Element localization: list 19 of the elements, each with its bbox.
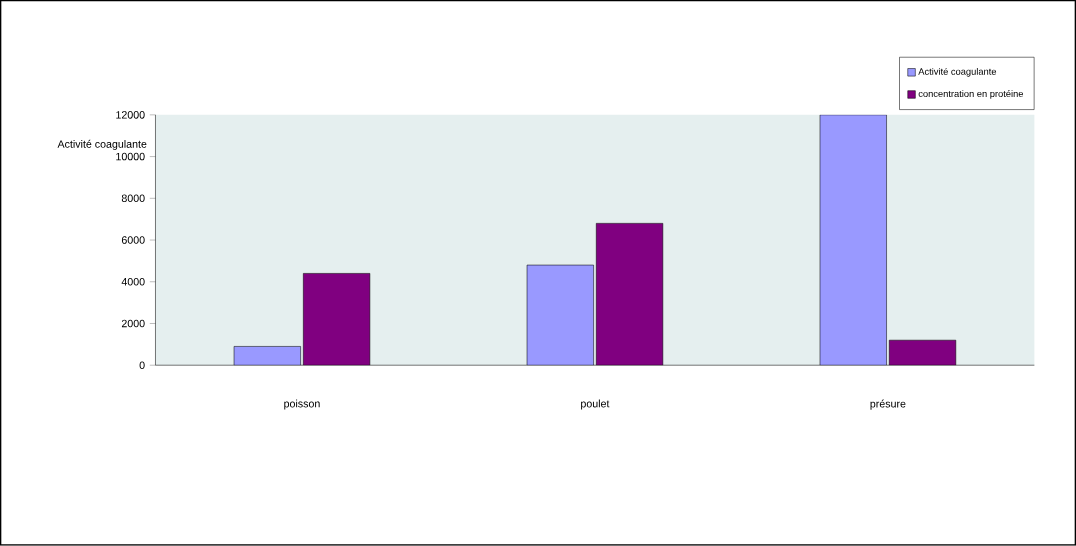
bar <box>303 273 371 366</box>
y-tick-label: 4000 <box>121 278 145 286</box>
y-tick-label: 8000 <box>121 194 145 203</box>
bar <box>596 223 664 366</box>
x-tick-label: présure <box>870 399 906 410</box>
bar <box>526 264 594 366</box>
y-tick-label: 10000 <box>116 152 145 161</box>
y-tick-label: 6000 <box>121 236 145 244</box>
bar <box>819 115 887 366</box>
y-axis-title: Activité coagulante <box>57 140 147 151</box>
legend-label: concentration en protéine <box>918 90 1024 100</box>
x-tick-label: poisson <box>284 399 320 410</box>
y-tick-label: 2000 <box>121 319 145 328</box>
x-tick-label: poulet <box>581 399 610 410</box>
y-tick-label: 0 <box>139 361 145 370</box>
bar <box>888 340 957 366</box>
legend-label: Activité coagulante <box>918 68 997 77</box>
y-tick-label: 12000 <box>116 111 145 119</box>
bar <box>233 346 301 366</box>
